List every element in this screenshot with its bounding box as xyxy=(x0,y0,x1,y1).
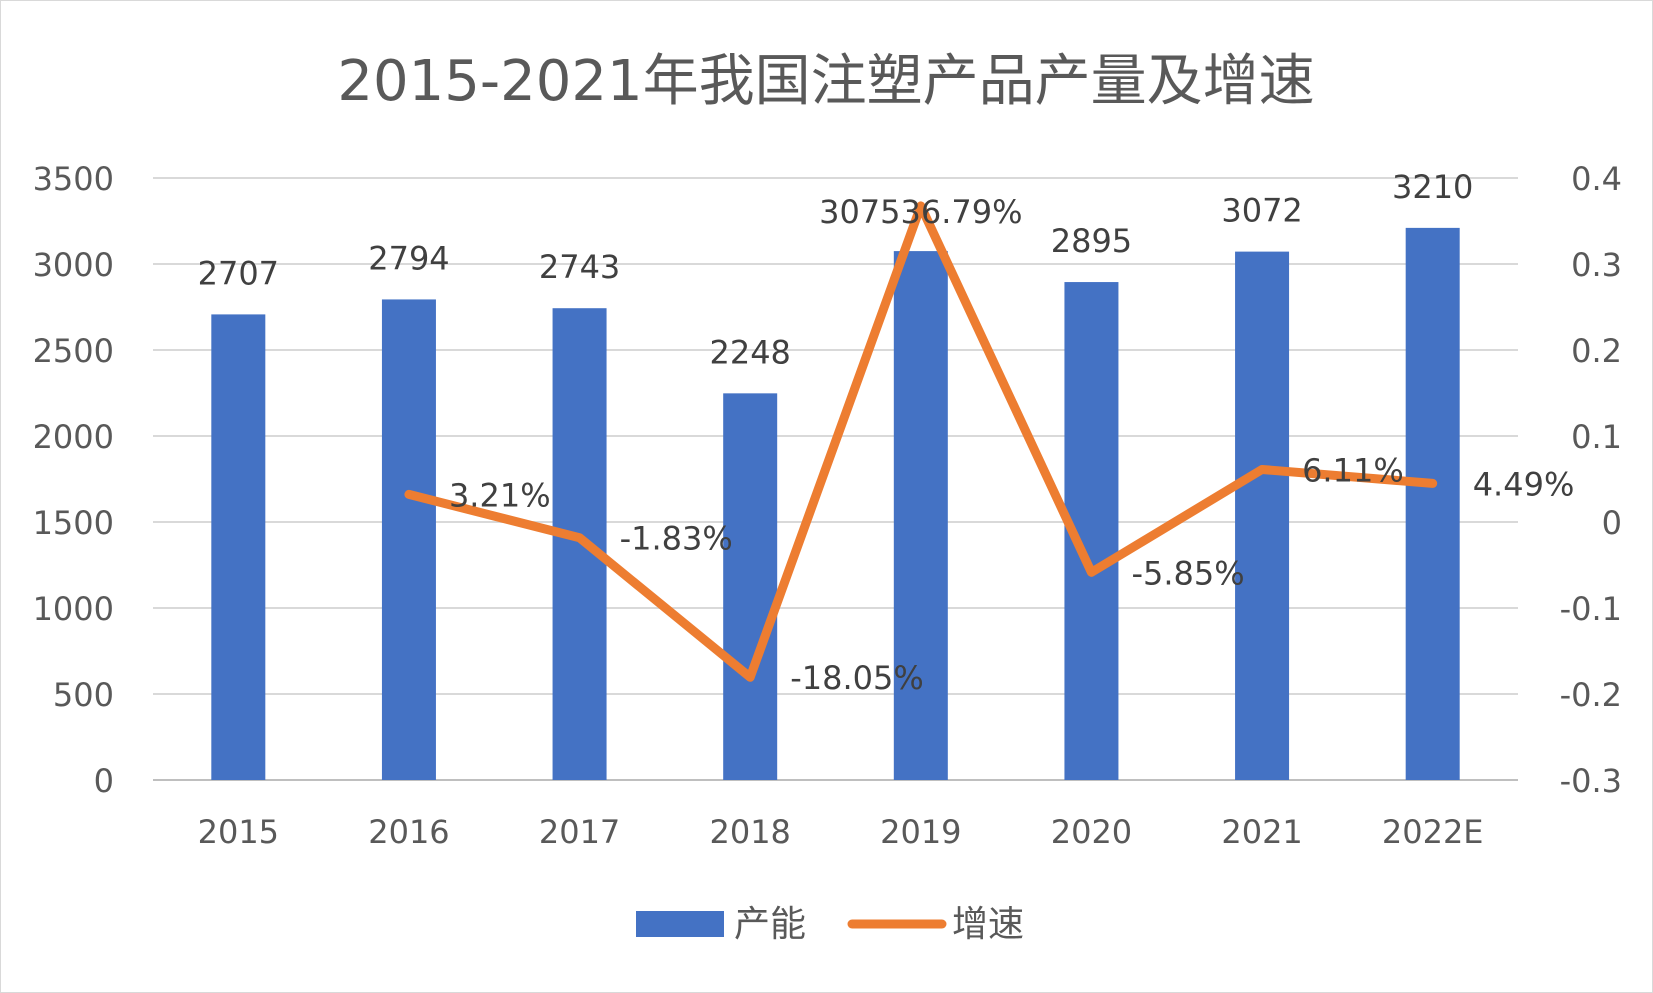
y-left-tick-label: 2500 xyxy=(33,332,114,370)
line-point xyxy=(1088,569,1095,576)
y-left-tick-label: 3000 xyxy=(33,246,114,284)
bar xyxy=(381,299,436,780)
y-right-tick-label: 0.1 xyxy=(1571,418,1622,456)
y-left-tick-label: 2000 xyxy=(33,418,114,456)
line-data-label: -1.83% xyxy=(620,520,733,558)
y-left-tick-label: 1500 xyxy=(33,504,114,542)
line-data-label: 3.21% xyxy=(449,476,551,514)
x-tick-label: 2015 xyxy=(198,813,279,851)
line-data-label: 307536.79% xyxy=(819,193,1022,231)
line-series xyxy=(404,201,1438,682)
bar-data-label: 3072 xyxy=(1221,192,1302,230)
bar xyxy=(893,251,948,781)
bar xyxy=(1235,251,1290,781)
y-left-tick-label: 3500 xyxy=(33,160,114,198)
y-right-tick-label: 0.2 xyxy=(1571,332,1622,370)
bar xyxy=(552,308,607,780)
line-point xyxy=(747,674,754,681)
y-right-tick-label: 0 xyxy=(1602,504,1622,542)
line-data-label: -18.05% xyxy=(790,659,924,697)
y-left-tick-label: 0 xyxy=(94,762,114,800)
y-right-tick-label: 0.3 xyxy=(1571,246,1622,284)
x-tick-label: 2019 xyxy=(880,813,961,851)
bar-data-label: 2248 xyxy=(709,333,790,371)
y-right-tick-label: 0.4 xyxy=(1571,160,1622,198)
line-point xyxy=(1429,480,1436,487)
y-right-tick-label: -0.2 xyxy=(1560,676,1622,714)
line-point xyxy=(917,202,924,209)
legend-label-bar: 产能 xyxy=(734,904,806,945)
legend-label-line: 增速 xyxy=(952,904,1024,945)
line-data-label: 4.49% xyxy=(1473,465,1575,503)
x-tick-label: 2018 xyxy=(709,813,790,851)
x-tick-label: 2022E xyxy=(1382,813,1484,851)
bar xyxy=(1405,227,1460,780)
bar-series xyxy=(211,227,1460,781)
bar-data-label: 3210 xyxy=(1392,168,1473,206)
bar-data-label: 2794 xyxy=(368,239,449,277)
y-left-tick-label: 1000 xyxy=(33,590,114,628)
legend: 产能 增速 xyxy=(636,904,1024,945)
line-point xyxy=(1259,466,1266,473)
bar xyxy=(211,314,266,780)
x-tick-label: 2021 xyxy=(1221,813,1302,851)
y-left-tick-label: 500 xyxy=(53,676,114,714)
axis-labels: 0 500 1000 1500 2000 2500 3000 3500 -0.3 -0.2 -0.1… xyxy=(33,160,1622,851)
data-labels: 2707 2794 2743 2248 2895 3072 3210 3.21% -1.83% -… xyxy=(198,168,1575,697)
x-tick-label: 2016 xyxy=(368,813,449,851)
legend-swatch-bar xyxy=(636,911,724,937)
line-data-label: -5.85% xyxy=(1131,554,1244,592)
bar-data-label: 2707 xyxy=(198,254,279,292)
x-tick-label: 2020 xyxy=(1051,813,1132,851)
line-data-label: 6.11% xyxy=(1302,451,1404,489)
bar-data-label: 2743 xyxy=(539,248,620,286)
y-right-tick-label: -0.3 xyxy=(1560,762,1622,800)
line-point xyxy=(405,491,412,498)
chart-title: 2015-2021年我国注塑产品产量及增速 xyxy=(337,49,1314,114)
bar-data-label: 2895 xyxy=(1051,222,1132,260)
line-point xyxy=(576,534,583,541)
bar xyxy=(723,393,778,780)
y-right-tick-label: -0.1 xyxy=(1560,590,1622,628)
x-tick-label: 2017 xyxy=(539,813,620,851)
